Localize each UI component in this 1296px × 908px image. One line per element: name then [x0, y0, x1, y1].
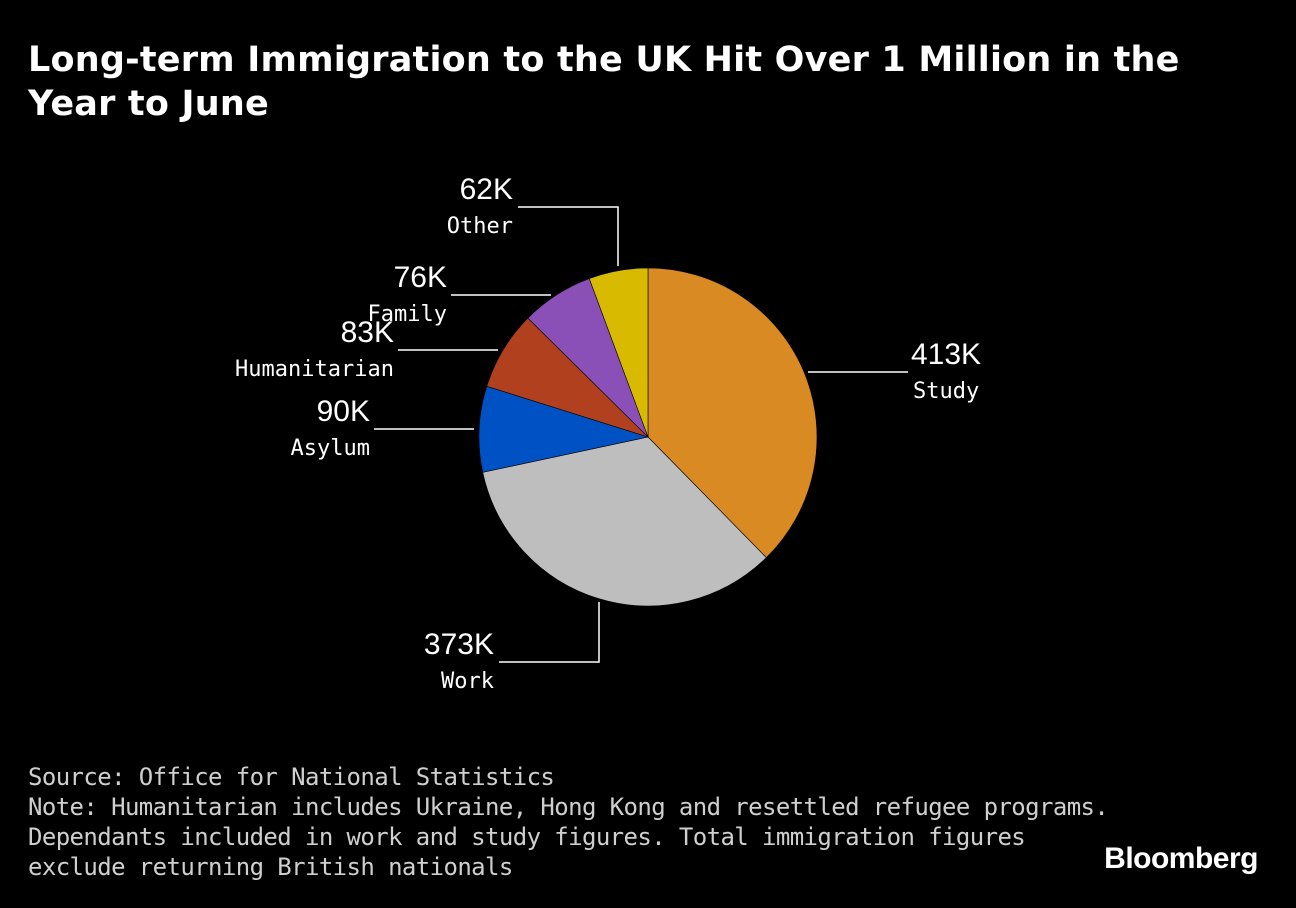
pie-slice-asylum [478, 385, 650, 473]
pie-chart: 413K Study 373K Work 90K Asylum 83K Humanitaria… [235, 173, 981, 694]
category-label-other: Other [447, 214, 513, 239]
pie-slice-work [482, 436, 767, 607]
value-label-asylum: 90K [317, 395, 370, 428]
category-label-humanitarian: Humanitarian [235, 357, 394, 382]
bloomberg-logo: Bloomberg [1104, 842, 1258, 875]
leader-line-other [518, 206, 619, 266]
category-label-work: Work [441, 669, 494, 694]
note-line-1: Note: Humanitarian includes Ukraine, Hon… [28, 793, 1109, 821]
value-label-other: 62K [460, 173, 513, 206]
pie-slice-other [588, 267, 649, 438]
value-label-family: 76K [394, 261, 447, 294]
note-line-3: exclude returning British nationals [28, 853, 513, 881]
category-label-asylum: Asylum [291, 436, 370, 461]
value-label-humanitarian: 83K [341, 316, 394, 349]
pie-slice-study [647, 267, 818, 559]
chart-title: Long-term Immigration to the UK Hit Over… [28, 40, 1180, 124]
note-line-2: Dependants included in work and study fi… [28, 823, 1026, 851]
value-label-work: 373K [424, 628, 494, 661]
category-label-study: Study [913, 379, 979, 404]
category-label-family: Family [368, 302, 447, 327]
leader-line-work [499, 602, 600, 663]
value-label-study: 413K [911, 338, 981, 371]
chart-footer: Source: Office for National Statistics N… [28, 762, 1109, 882]
source-note: Source: Office for National Statistics [28, 763, 555, 791]
